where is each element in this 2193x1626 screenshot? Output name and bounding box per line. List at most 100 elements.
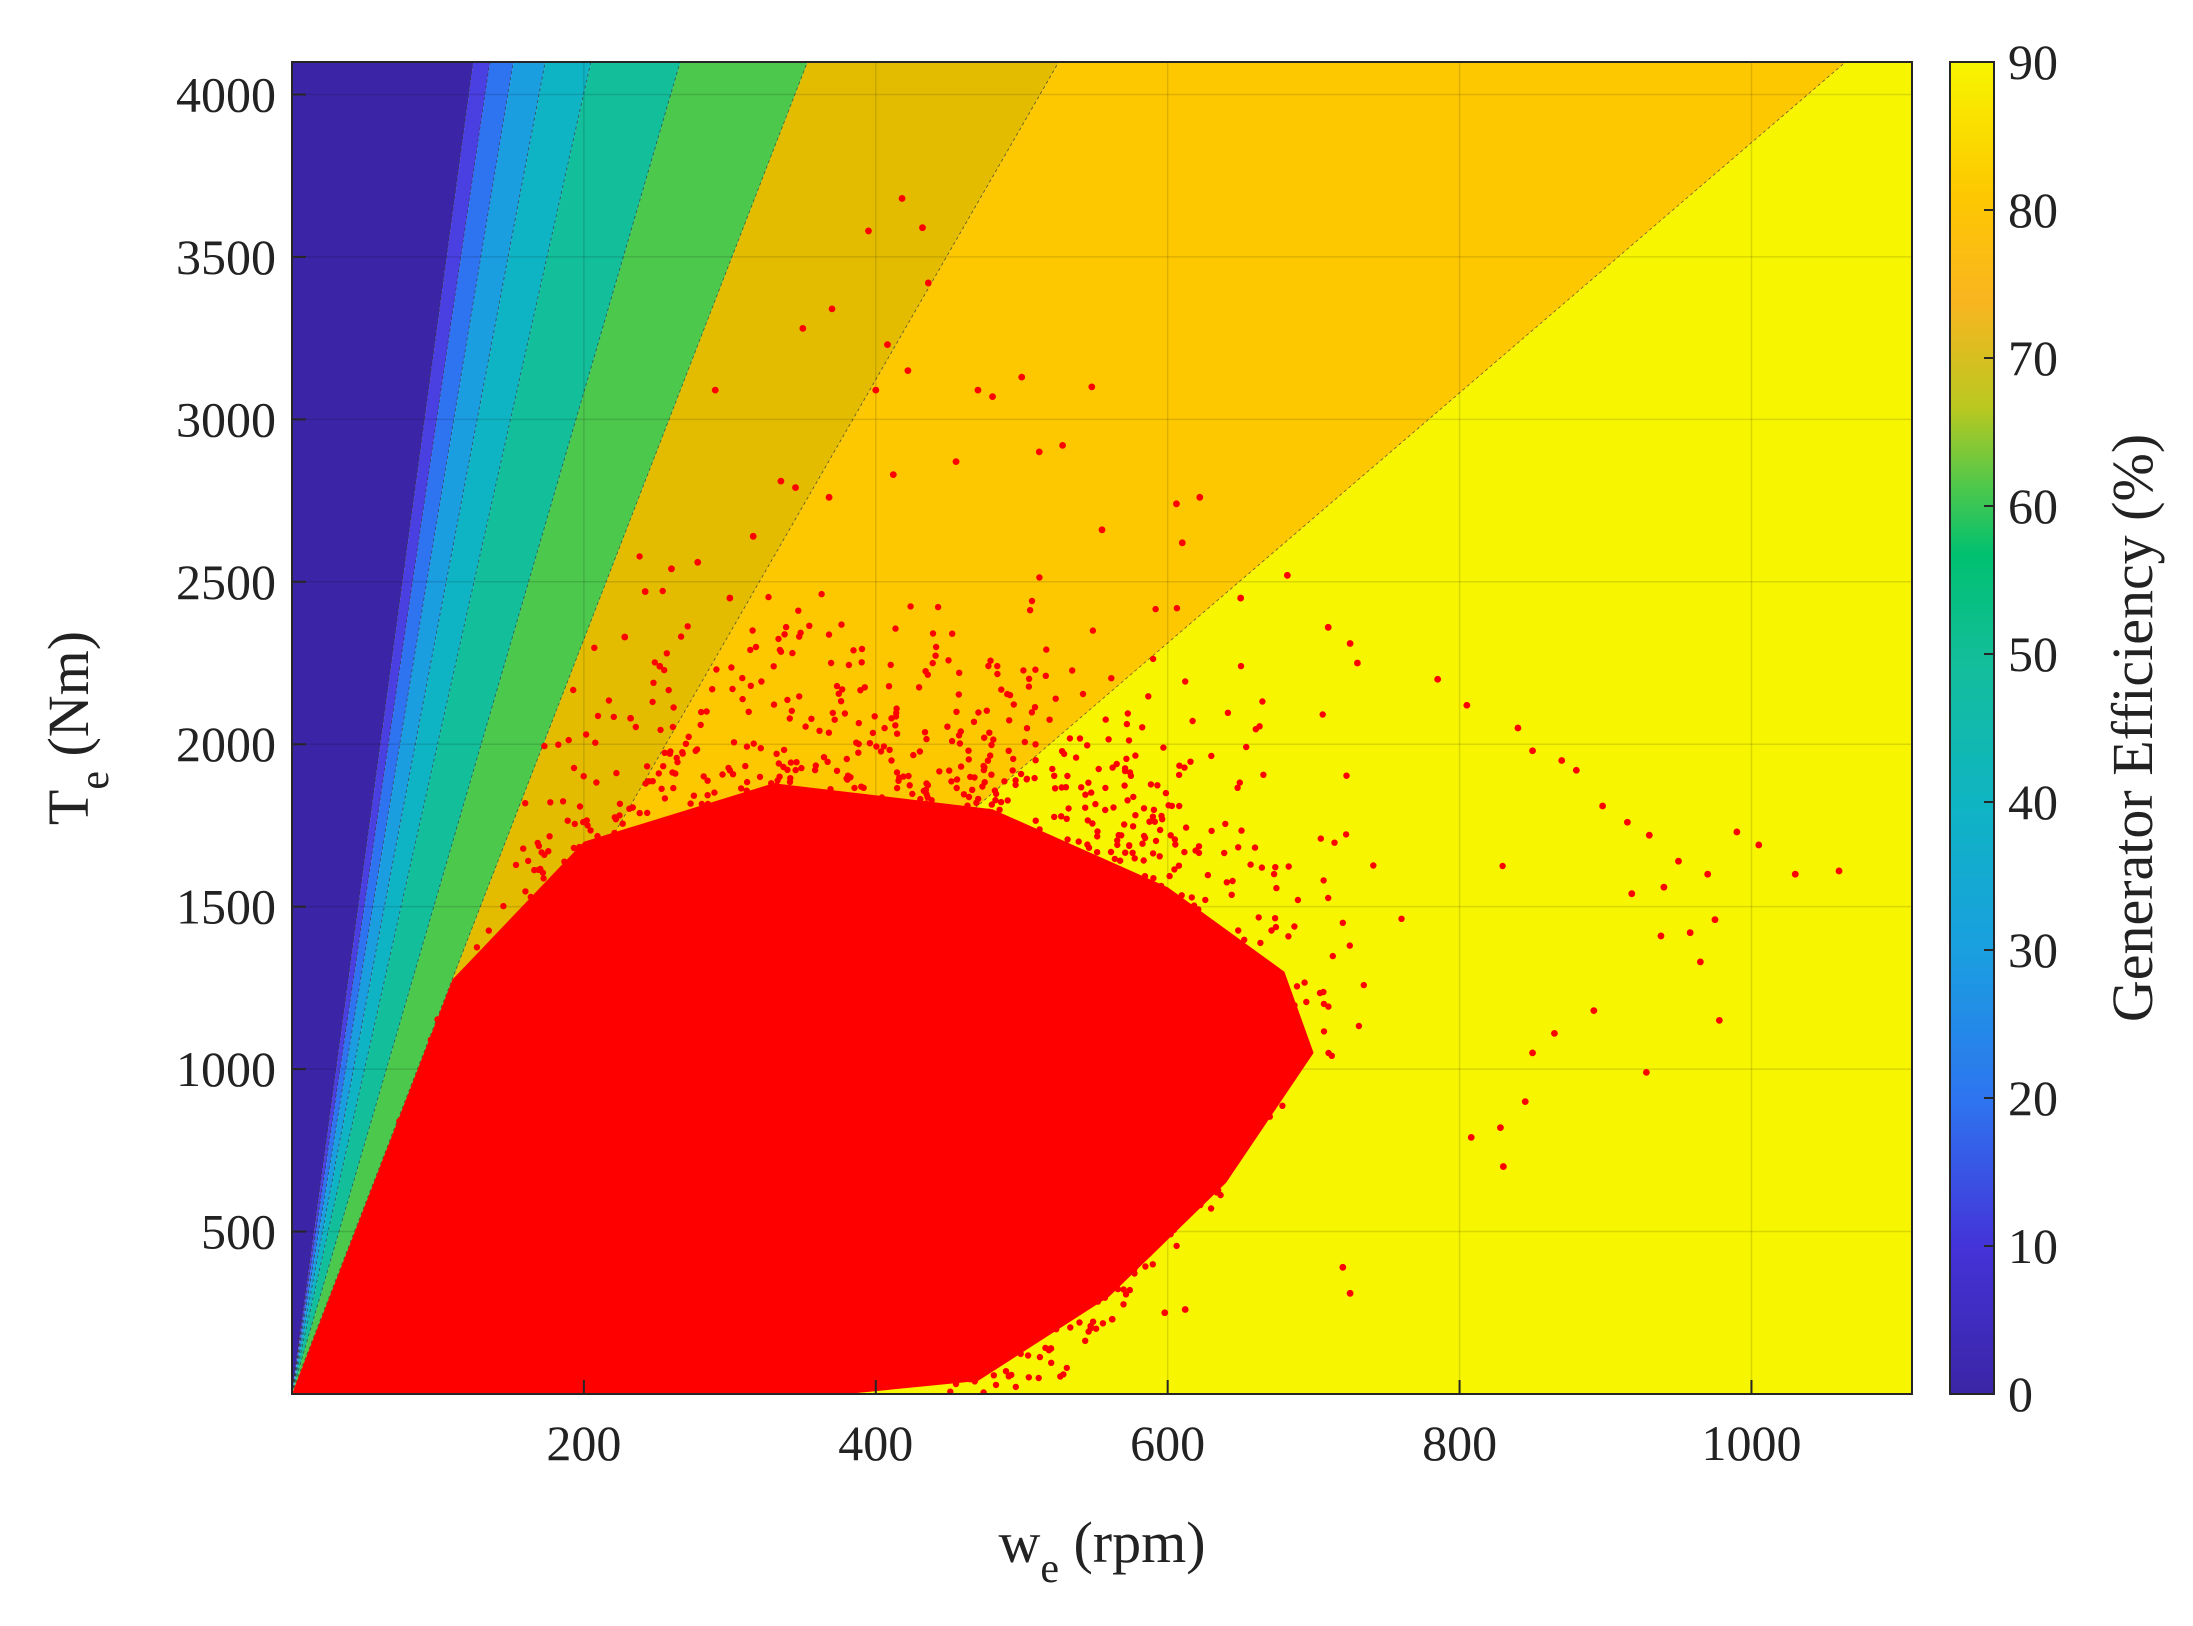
colorbar-tick-label: 80 [2008,182,2058,238]
y-tick-label: 2500 [176,554,276,610]
scatter-point [1529,1049,1536,1056]
y-tick-label: 3500 [176,229,276,285]
colorbar-tick-label: 30 [2008,922,2058,978]
scatter-point [1237,595,1244,602]
scatter-point [799,325,806,332]
colorbar-tick-label: 40 [2008,774,2058,830]
scatter-point [621,634,628,641]
scatter-point [1646,832,1653,839]
x-tick-label: 200 [546,1415,621,1471]
scatter-point [1755,842,1762,849]
scatter-point [925,280,932,287]
scatter-point [1599,803,1606,810]
scatter-point [1347,1290,1354,1297]
colorbar-label: Generator Efficiency (%) [2100,434,2165,1022]
scatter-point [899,195,906,202]
x-tick-label: 800 [1422,1415,1497,1471]
scatter-point [1716,1017,1723,1024]
scatter-point [904,367,911,374]
scatter-point [1109,1316,1116,1323]
scatter-point [1099,526,1106,533]
scatter-point [1179,539,1186,546]
scatter-point [953,458,960,465]
scatter-point [1529,747,1536,754]
x-axis-label: we (rpm) [998,1510,1205,1592]
y-tick-label: 4000 [176,66,276,122]
scatter-point [1675,858,1682,865]
scatter-point [1712,916,1719,923]
scatter-point [1347,640,1354,647]
scatter-point [656,663,663,670]
colorbar-tick-label: 10 [2008,1218,2058,1274]
y-tick-label: 3000 [176,391,276,447]
scatter-point [1500,1163,1507,1170]
scatter-point [1660,884,1667,891]
scatter-point [1088,383,1095,390]
scatter-point [1468,1134,1475,1141]
colorbar-tick-label: 90 [2008,34,2058,90]
scatter-point [1733,829,1740,836]
y-axis-label: Te (Nm) [36,631,118,825]
scatter-point [642,588,649,595]
scatter-point [989,393,996,400]
scatter-point [792,484,799,491]
scatter-point [975,387,982,394]
scatter-point [1643,1069,1650,1076]
scatter-point [1196,494,1203,501]
scatter-point [750,533,757,540]
scatter-point [668,565,675,572]
scatter-point [1339,1264,1346,1271]
y-tick-label: 500 [201,1204,276,1260]
scatter-point [1522,1098,1529,1105]
scatter-point [1628,890,1635,897]
colorbar-tick-label: 70 [2008,330,2058,386]
scatter-point [1354,660,1361,667]
colorbar [1950,62,1994,1394]
scatter-point [1182,1306,1189,1313]
scatter-point [1573,767,1580,774]
scatter-point [1036,448,1043,455]
scatter-point [1697,959,1704,966]
colorbar-tick-label: 0 [2008,1366,2033,1422]
scatter-point [1558,757,1565,764]
scatter-point [919,224,926,231]
scatter-point [1018,374,1025,381]
scatter-point [627,715,634,722]
x-tick-label: 1000 [1701,1415,1801,1471]
scatter-point [1463,702,1470,709]
scatter-point [890,471,897,478]
scatter-point [1792,871,1799,878]
scatter-point [726,595,733,602]
colorbar-ticks: 0 10 20 30 40 50 60 70 80 90 [1984,34,2058,1422]
y-axis-ticks: 500 1000 1500 2000 2500 3000 3500 4000 [176,66,306,1259]
scatter-point [1048,1345,1055,1352]
scatter-point [1658,933,1665,940]
x-tick-label: 600 [1130,1415,1205,1471]
scatter-point [1434,676,1441,683]
scatter-point [778,478,785,485]
scatter-point [872,387,879,394]
colorbar-tick-label: 60 [2008,478,2058,534]
scatter-point [1284,572,1291,579]
scatter-point [1173,500,1180,507]
scatter-point [1551,1030,1558,1037]
colorbar-tick-label: 50 [2008,626,2058,682]
scatter-point [1704,871,1711,878]
y-tick-label: 2000 [176,716,276,772]
scatter-point [1515,725,1522,732]
scatter-point [829,306,836,313]
scatter-point [1059,442,1066,449]
y-tick-label: 1000 [176,1041,276,1097]
scatter-point [1161,1309,1168,1316]
colorbar-tick-label: 20 [2008,1070,2058,1126]
y-tick-label: 1500 [176,879,276,935]
scatter-point [931,1332,938,1339]
scatter-point [712,387,719,394]
scatter-point [694,559,701,566]
scatter-point [1497,1124,1504,1131]
x-tick-label: 400 [838,1415,913,1471]
scatter-point [826,494,833,501]
scatter-point [1687,929,1694,936]
